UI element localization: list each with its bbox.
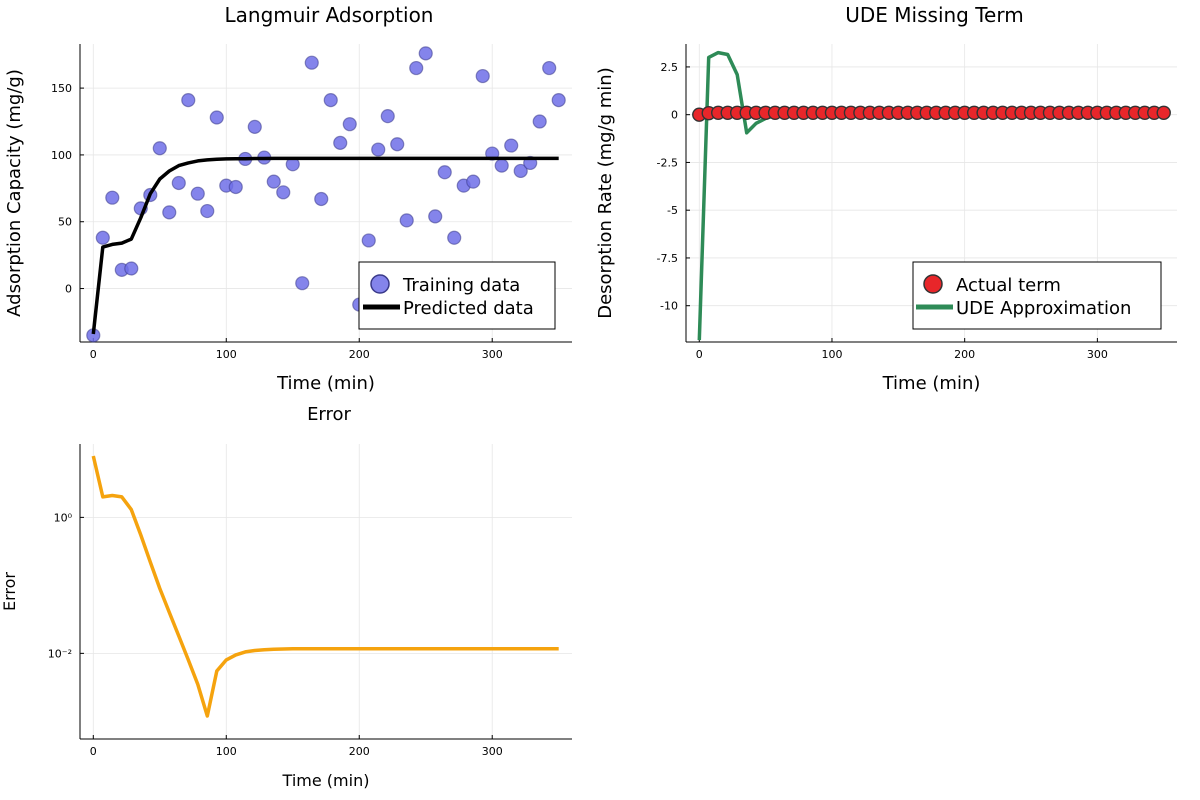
data-point <box>124 261 139 276</box>
data-point <box>276 185 291 200</box>
x-tick-label: 300 <box>1087 348 1108 361</box>
chart-panel-2: 0 100 200 300 2.5 0 -2.5 -5 -7.5 -10 UDE Missing T… <box>595 3 1177 394</box>
data-point <box>371 142 386 157</box>
chart-title: Langmuir Adsorption <box>225 3 434 27</box>
legend-marker-swatch <box>370 274 390 294</box>
data-point <box>314 191 329 207</box>
data-point <box>181 93 196 108</box>
data-point <box>95 230 110 245</box>
y-axis-title: Adsorption Capacity (mg/g) <box>4 69 25 317</box>
x-axis-title: Time (min) <box>882 373 981 394</box>
legend-box <box>912 261 1162 330</box>
y-tick-label: -2.5 <box>657 156 678 169</box>
y-tick-label: 0 <box>671 109 678 122</box>
data-point <box>228 179 243 195</box>
data-point <box>105 190 120 205</box>
data-point <box>342 117 357 132</box>
data-point <box>513 163 528 179</box>
data-point <box>390 137 405 152</box>
series-line <box>91 455 559 718</box>
chart-panel-3: 0 100 200 300 10⁰ 10⁻² Error Time (min) Error <box>0 404 572 790</box>
x-axis-title: Time (min) <box>282 771 370 790</box>
data-point <box>200 203 215 219</box>
x-tick-label: 200 <box>349 348 370 361</box>
data-point <box>399 213 414 228</box>
y-tick-label: 50 <box>58 216 72 229</box>
legend-entry: Training data <box>402 275 520 296</box>
chart-title: Error <box>307 404 351 425</box>
data-point <box>304 55 319 70</box>
data-point <box>380 109 395 124</box>
data-point <box>542 60 557 76</box>
data-point <box>551 93 566 108</box>
y-tick-label: -10 <box>660 300 678 313</box>
data-point <box>418 46 433 61</box>
data-point <box>466 174 481 189</box>
x-tick-label: 100 <box>216 745 237 758</box>
y-tick-label: 150 <box>51 82 72 95</box>
legend-entry: UDE Approximation <box>956 298 1131 319</box>
data-point <box>504 138 519 153</box>
y-axis-title: Desorption Rate (mg/g min) <box>595 67 616 319</box>
data-point <box>447 230 462 245</box>
x-tick-label: 0 <box>696 348 703 361</box>
data-point <box>494 158 509 173</box>
y-tick-label: 0 <box>65 283 72 296</box>
x-tick-label: 300 <box>482 745 503 758</box>
legend-entry: Predicted data <box>403 298 534 319</box>
x-tick-label: 200 <box>954 348 975 361</box>
data-point <box>409 60 424 76</box>
data-point <box>333 135 348 150</box>
x-tick-label: 100 <box>821 348 842 361</box>
chart-title: UDE Missing Term <box>845 3 1023 27</box>
series-line <box>91 156 559 335</box>
data-point <box>162 205 177 220</box>
data-point <box>247 119 262 134</box>
data-point <box>361 233 376 248</box>
legend-box <box>358 261 556 330</box>
y-tick-label: -7.5 <box>657 252 678 265</box>
data-point <box>171 175 186 191</box>
x-tick-label: 100 <box>216 348 237 361</box>
legend-entry: Actual term <box>956 275 1061 296</box>
legend-marker-swatch <box>923 274 943 294</box>
x-axis-title: Time (min) <box>276 373 375 394</box>
data-point <box>475 68 490 84</box>
data-point <box>437 165 452 180</box>
x-tick-label: 200 <box>349 745 370 758</box>
y-tick-label: 10⁰ <box>54 511 73 524</box>
y-axis-title: Error <box>0 572 19 611</box>
chart-panel-1: 0 100 200 300 0 50 100 150 Langmuir Adsorption Ti… <box>4 3 572 394</box>
data-point <box>190 186 205 201</box>
y-tick-label: 100 <box>51 149 72 162</box>
data-point <box>152 141 167 156</box>
x-tick-label: 300 <box>482 348 503 361</box>
data-point <box>428 209 443 224</box>
y-tick-label: 10⁻² <box>48 647 72 660</box>
x-tick-label: 0 <box>90 745 97 758</box>
data-point <box>323 93 338 108</box>
y-tick-label: 2.5 <box>661 61 679 74</box>
data-point <box>1156 105 1171 120</box>
data-point <box>532 114 547 129</box>
data-point <box>295 276 310 291</box>
data-point <box>266 174 281 189</box>
x-tick-label: 0 <box>90 348 97 361</box>
data-point <box>209 110 224 125</box>
y-tick-label: -5 <box>667 204 678 217</box>
